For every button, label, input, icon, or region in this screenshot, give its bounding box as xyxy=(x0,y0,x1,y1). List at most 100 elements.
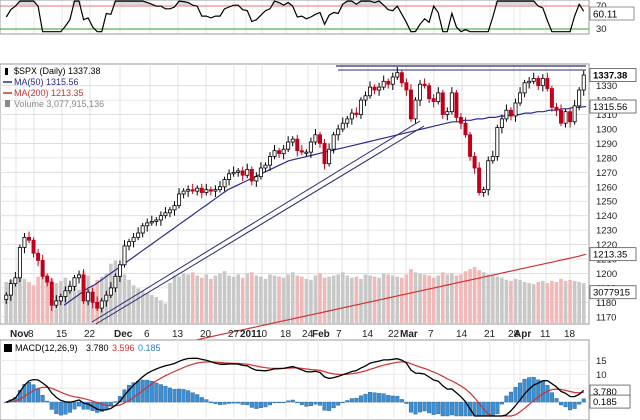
candle-body xyxy=(190,189,195,192)
candle-body xyxy=(445,111,450,115)
candle-body xyxy=(113,275,118,289)
volume-bar xyxy=(577,282,581,324)
macd-histogram-bar xyxy=(495,401,500,415)
macd-tag-label: 3.780 xyxy=(593,387,617,398)
volume-bar xyxy=(336,274,341,324)
rsi-overbought-fill xyxy=(499,1,505,6)
macd-histogram-bar xyxy=(445,401,450,417)
macd-histogram-bar xyxy=(245,401,250,405)
rsi-overbought-fill xyxy=(495,1,500,6)
volume-bar xyxy=(459,274,463,324)
macd-histogram-bar xyxy=(440,401,445,417)
macd-histogram-bar xyxy=(490,401,495,417)
x-axis-label: 11 xyxy=(540,329,551,340)
candle-body xyxy=(4,294,9,300)
candle-body xyxy=(217,186,222,191)
price-tick-label: 1170 xyxy=(596,312,616,323)
macd-histogram-bar xyxy=(263,401,268,408)
candle-body xyxy=(363,95,368,101)
volume-bar xyxy=(445,274,450,324)
macd-histogram-bar xyxy=(317,401,323,406)
candle-body xyxy=(372,86,377,91)
volume-bar xyxy=(340,272,345,324)
candle-body xyxy=(281,148,286,154)
volume-bar xyxy=(504,279,509,324)
rsi-overbought-fill xyxy=(26,1,32,6)
candle-body xyxy=(86,291,91,302)
volume-bar xyxy=(463,271,468,324)
volume-bar xyxy=(527,283,531,324)
macd-histogram-bar xyxy=(499,401,504,405)
price-tick-label: 1240 xyxy=(596,211,617,222)
rsi-overbought-fill xyxy=(285,2,291,6)
macd-histogram-bar xyxy=(190,392,195,403)
x-axis-label: 6 xyxy=(144,329,150,340)
rsi-overbought-fill xyxy=(126,1,132,6)
volume-bar xyxy=(559,278,563,324)
candle-body xyxy=(213,189,218,192)
macd-histogram-bar xyxy=(36,388,41,403)
candle-body xyxy=(208,189,213,192)
candle-body xyxy=(436,92,441,102)
candle-body xyxy=(440,92,445,115)
candle-body xyxy=(518,92,523,104)
candle-body xyxy=(90,291,95,303)
volume-bar xyxy=(368,275,372,324)
volume-bar xyxy=(195,275,200,324)
macd-histogram-bar xyxy=(67,401,72,413)
candle-body xyxy=(199,187,204,193)
volume-bar xyxy=(550,280,554,324)
price-tick-label: 1250 xyxy=(596,197,617,208)
candle-body xyxy=(368,86,373,97)
volume-bar xyxy=(377,277,381,324)
candle-body xyxy=(295,138,300,152)
candle-body xyxy=(177,193,182,206)
macd-histogram-bar xyxy=(63,401,68,415)
candles xyxy=(4,66,586,313)
volume-bar xyxy=(295,275,300,324)
candle-body xyxy=(127,241,132,247)
rsi-overbought-fill xyxy=(349,1,355,6)
macd-histogram-bar xyxy=(390,395,395,403)
candle-body xyxy=(354,112,359,115)
macd-histogram-bar xyxy=(167,387,172,403)
candle-body xyxy=(204,189,209,193)
volume-bar xyxy=(218,273,222,324)
volume-bar xyxy=(418,273,422,324)
rsi-pane: 705030 60.11 xyxy=(0,0,635,35)
volume-bar xyxy=(327,276,331,324)
macd-histogram-bar xyxy=(522,378,527,403)
macd-histogram-bar xyxy=(158,384,163,403)
macd-histogram-bar xyxy=(227,401,232,404)
macd-histogram-bar xyxy=(186,390,191,403)
price-tick-label: 1180 xyxy=(596,298,616,309)
candle-body xyxy=(154,219,159,222)
rsi-overbought-fill xyxy=(508,1,514,6)
volume-bar xyxy=(131,285,136,324)
candle-body xyxy=(181,190,186,195)
volume-bar xyxy=(472,266,477,324)
candle-body xyxy=(63,290,68,297)
x-axis-label: 14 xyxy=(362,329,374,340)
candle-body xyxy=(195,187,200,192)
volume-bar xyxy=(190,272,195,324)
macd-histogram-bar xyxy=(177,388,182,403)
volume-bar xyxy=(386,274,391,324)
volume-bar xyxy=(477,270,481,324)
macd-legend: MACD(12,26,9) 3.780 3.596 0.185 xyxy=(4,343,161,353)
volume-bar xyxy=(245,273,250,324)
candle-body xyxy=(231,171,236,175)
macd-tick-label: 10 xyxy=(596,370,607,381)
rsi-overbought-fill xyxy=(531,1,536,6)
rsi-overbought-fill xyxy=(358,1,364,6)
volume-bar xyxy=(540,280,545,324)
candle-body xyxy=(508,109,513,117)
x-axis-label: 24 xyxy=(302,329,314,340)
macd-histogram-bar xyxy=(58,401,63,416)
price-tag xyxy=(589,99,637,114)
volume-bar xyxy=(31,285,36,324)
lower-trendline xyxy=(95,125,425,325)
x-axis-label: 13 xyxy=(172,329,184,340)
trendlines xyxy=(91,65,586,325)
rsi-overbought-fill xyxy=(113,1,118,6)
